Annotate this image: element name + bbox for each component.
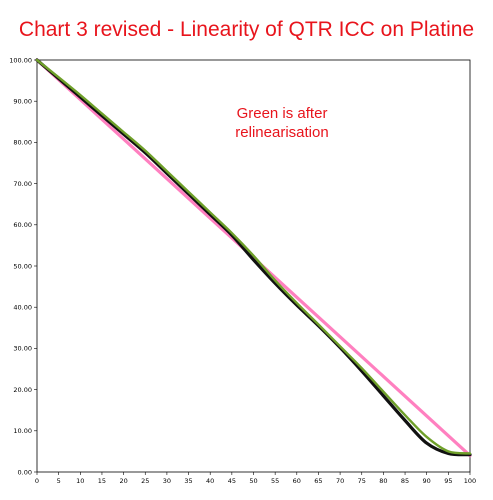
x-tick-label: 0 — [35, 477, 39, 485]
series-line-2 — [35, 58, 472, 457]
x-tick-label: 10 — [76, 477, 84, 485]
y-tick-label: 90.00 — [13, 98, 32, 106]
x-tick-label: 45 — [228, 477, 236, 485]
x-tick-label: 65 — [314, 477, 322, 485]
y-tick-label: 10.00 — [13, 427, 32, 435]
x-tick-label: 15 — [98, 477, 106, 485]
x-tick-label: 100 — [464, 477, 476, 485]
annotation-line-1: Green is after — [237, 105, 328, 122]
x-tick-label: 90 — [423, 477, 431, 485]
y-tick-label: 40.00 — [13, 304, 32, 312]
x-tick-label: 20 — [119, 477, 127, 485]
chart-title: Chart 3 revised - Linearity of QTR ICC o… — [18, 18, 475, 41]
x-tick-label: 80 — [379, 477, 387, 485]
y-tick-label: 60.00 — [13, 221, 32, 229]
y-tick-label: 80.00 — [13, 139, 32, 147]
x-tick-label: 50 — [249, 477, 257, 485]
x-tick-label: 25 — [141, 477, 149, 485]
x-axis-ticks: 0 5 10 15 20 25 30 35 40 45 50 55 60 65 70 75 80 85 90 95 10… — [35, 472, 476, 485]
x-tick-label: 85 — [401, 477, 409, 485]
y-tick-label: 0.00 — [18, 468, 32, 476]
x-tick-label: 75 — [358, 477, 366, 485]
y-tick-label: 50.00 — [13, 262, 32, 270]
y-tick-label: 30.00 — [13, 345, 32, 353]
series-layer — [35, 58, 472, 458]
x-tick-label: 30 — [163, 477, 171, 485]
y-tick-label: 70.00 — [13, 180, 32, 188]
y-tick-label: 20.00 — [13, 386, 32, 394]
x-tick-label: 95 — [444, 477, 452, 485]
x-tick-label: 5 — [57, 477, 61, 485]
x-tick-label: 55 — [271, 477, 279, 485]
series-line-3 — [35, 58, 472, 455]
x-tick-label: 35 — [184, 477, 192, 485]
x-tick-label: 60 — [293, 477, 301, 485]
y-axis-ticks: 0.00 10.00 20.00 30.00 40.00 50.00 60.00 70.00 8… — [9, 56, 37, 476]
annotation-line-2: relinearisation — [235, 124, 328, 141]
y-tick-label: 100.00 — [9, 56, 32, 64]
x-tick-label: 40 — [206, 477, 214, 485]
x-tick-label: 70 — [336, 477, 344, 485]
